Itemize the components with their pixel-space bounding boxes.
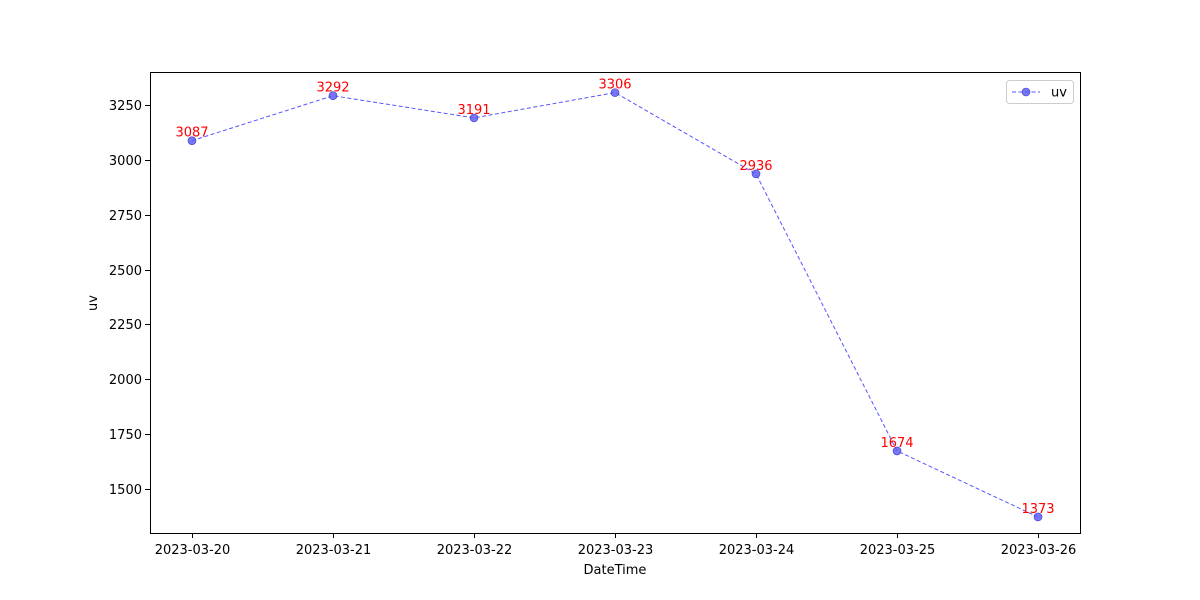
y-tick-label: 2500 bbox=[109, 264, 142, 279]
data-point bbox=[328, 91, 338, 101]
y-tick-label: 2000 bbox=[109, 373, 142, 388]
data-point bbox=[1033, 512, 1043, 522]
legend-marker bbox=[1021, 87, 1031, 97]
x-axis: 2023-03-20 2023-03-21 2023-03-22 2023-03-23… bbox=[155, 533, 1077, 558]
y-axis: 1500 1750 2000 2250 2500 2750 3000 3250 bbox=[109, 99, 150, 498]
plot-area: 3087 3292 3191 3306 2936 1674 1373 bbox=[175, 78, 1055, 522]
data-label: 3306 bbox=[598, 78, 631, 93]
data-point bbox=[892, 446, 902, 456]
data-point bbox=[187, 136, 197, 146]
legend: uv bbox=[1006, 80, 1074, 104]
x-axis-label: DateTime bbox=[584, 563, 647, 578]
data-label: 2936 bbox=[739, 159, 772, 174]
y-tick-label: 1500 bbox=[109, 483, 142, 498]
y-tick-label: 1750 bbox=[109, 428, 142, 443]
axes-frame bbox=[150, 72, 1081, 534]
data-label: 3191 bbox=[457, 103, 490, 118]
data-point bbox=[610, 88, 620, 97]
data-point bbox=[469, 113, 479, 123]
data-label: 1674 bbox=[880, 436, 913, 451]
y-tick-label: 3000 bbox=[109, 154, 142, 169]
x-tick-label: 2023-03-21 bbox=[296, 543, 372, 558]
x-tick-label: 2023-03-24 bbox=[719, 543, 795, 558]
y-tick-label: 3250 bbox=[109, 99, 142, 114]
data-label: 1373 bbox=[1021, 502, 1054, 517]
x-tick-label: 2023-03-23 bbox=[578, 543, 654, 558]
data-label: 3087 bbox=[175, 126, 208, 141]
y-tick-label: 2250 bbox=[109, 318, 142, 333]
x-tick-label: 2023-03-20 bbox=[155, 543, 231, 558]
data-label: 3292 bbox=[316, 81, 349, 96]
x-tick-label: 2023-03-26 bbox=[1001, 543, 1077, 558]
legend-label: uv bbox=[1051, 86, 1067, 101]
x-tick-label: 2023-03-25 bbox=[860, 543, 936, 558]
data-point bbox=[751, 169, 761, 179]
y-axis-label: uv bbox=[86, 295, 101, 311]
x-tick-label: 2023-03-22 bbox=[437, 543, 513, 558]
y-tick-label: 2750 bbox=[109, 209, 142, 224]
